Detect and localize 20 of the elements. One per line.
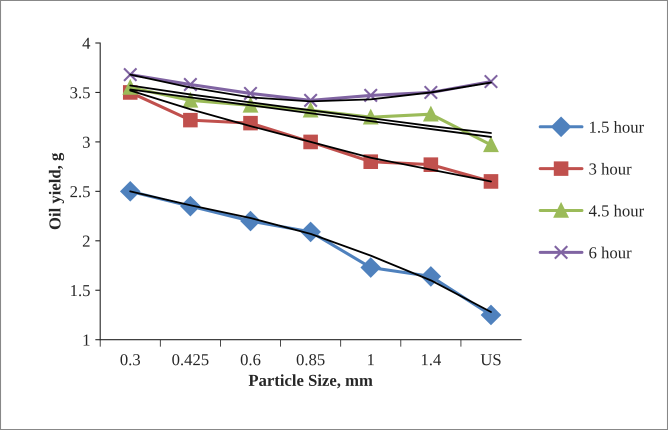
x-tick-label: 0.85 <box>296 354 325 366</box>
legend-label: 6 hour <box>589 246 632 258</box>
x-tick-label: 0.6 <box>240 354 260 366</box>
y-tick-label: 4 <box>82 38 90 49</box>
y-axis-title: Oil yield, g <box>48 152 64 230</box>
x-tick-label: 0.3 <box>120 354 140 366</box>
legend-label: 1.5 hour <box>590 121 644 133</box>
legend-label: 4.5 hour <box>588 204 644 217</box>
x-tick-label: 0.425 <box>172 354 208 366</box>
y-tick-label: 2.5 <box>70 186 90 198</box>
y-tick-label: 2 <box>82 236 90 247</box>
y-tick-label: 1.5 <box>71 285 90 296</box>
y-tick-label: 1 <box>84 334 90 346</box>
x-tick-label: 1.4 <box>422 354 442 366</box>
x-tick-label: 1 <box>368 354 374 366</box>
x-axis-title: Particle Size, mm <box>248 374 373 388</box>
y-tick-label: 3.5 <box>70 87 90 98</box>
legend-label: 3 hour <box>589 162 632 175</box>
x-tick-label: US <box>480 354 501 366</box>
y-tick-label: 3 <box>82 136 90 148</box>
